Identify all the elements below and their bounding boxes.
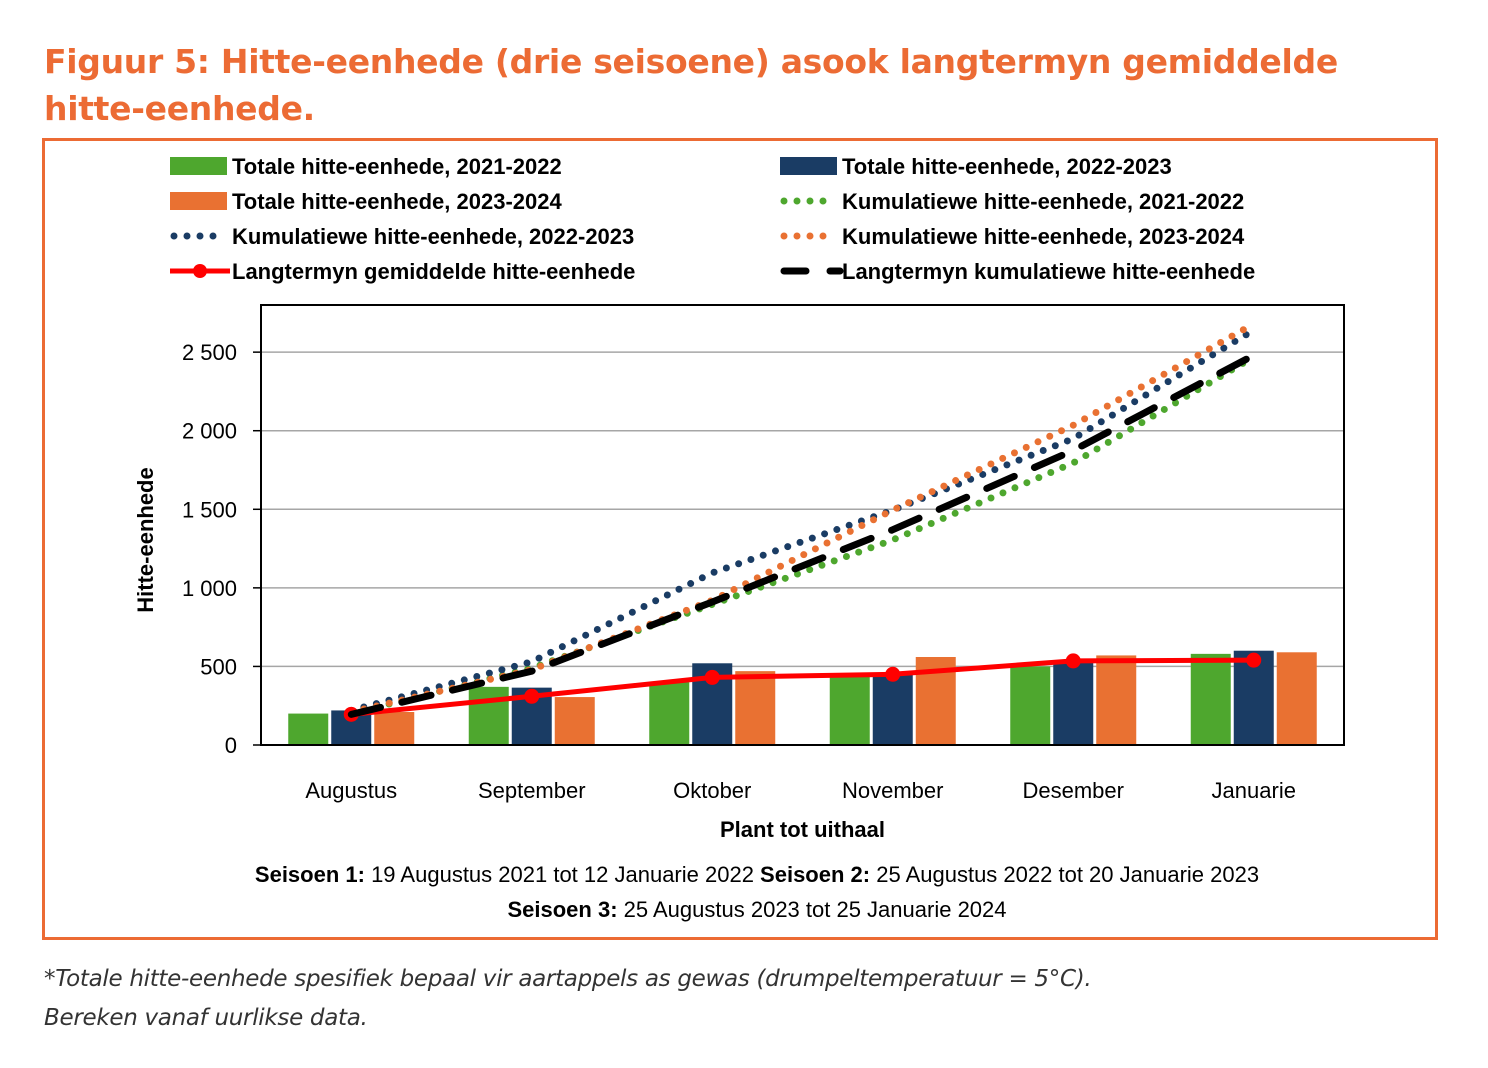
legend-label: Totale hitte-eenhede, 2021-2022 <box>232 154 562 179</box>
season-dates: 25 Augustus 2022 tot 20 Januarie 2023 <box>870 862 1259 887</box>
series-line <box>347 351 1258 718</box>
series-marker <box>885 666 901 682</box>
y-tick-label: 1 000 <box>182 576 237 601</box>
series-marker <box>1065 653 1081 669</box>
season-notes: Seisoen 1: 19 Augustus 2021 tot 12 Janua… <box>255 862 1259 922</box>
legend-label: Totale hitte-eenhede, 2022-2023 <box>842 154 1172 179</box>
bar <box>872 672 913 745</box>
season-label: Seisoen 2: <box>754 862 870 887</box>
bar <box>1053 660 1094 745</box>
axes <box>253 304 1345 746</box>
legend-item: Langtermyn gemiddelde hitte-eenhede <box>170 259 635 284</box>
legend-marker <box>193 264 207 278</box>
caption-line-1: *Totale hitte-eenhede spesifiek bepaal v… <box>44 966 1092 992</box>
x-tick-label: November <box>842 778 943 803</box>
legend-label: Kumulatiewe hitte-eenhede, 2022-2023 <box>232 224 634 249</box>
caption-line-2: Bereken vanaf uurlikse data. <box>44 1005 368 1031</box>
y-tick-label: 0 <box>225 733 237 758</box>
legend-label: Langtermyn gemiddelde hitte-eenhede <box>232 259 635 284</box>
bar <box>649 682 690 745</box>
season-label: Seisoen 1: <box>255 862 365 887</box>
legend-swatch <box>780 157 837 175</box>
season-label: Seisoen 3: <box>507 897 617 922</box>
legend-swatch <box>170 192 227 210</box>
series-line <box>347 326 1258 714</box>
figure-title: Figuur 5: Hitte-eenhede (drie seisoene) … <box>44 42 1338 128</box>
bars <box>288 650 1317 745</box>
legend: Totale hitte-eenhede, 2021-2022 Totale hi… <box>170 154 1255 284</box>
x-tick-label: Januarie <box>1212 778 1296 803</box>
figure-frame <box>42 138 1438 940</box>
bar <box>554 697 595 745</box>
bar <box>468 686 509 745</box>
season-note-line: Seisoen 1: 19 Augustus 2021 tot 12 Janua… <box>255 862 1259 887</box>
y-tick-label: 500 <box>200 654 237 679</box>
x-tick-label: September <box>478 778 586 803</box>
y-tick-label: 2 500 <box>182 340 237 365</box>
lines <box>343 320 1262 722</box>
bar <box>1190 653 1231 745</box>
bar <box>1096 655 1137 745</box>
series-line <box>351 657 1254 717</box>
legend-label: Kumulatiewe hitte-eenhede, 2021-2022 <box>842 189 1244 214</box>
series-marker <box>524 688 540 704</box>
legend-label: Totale hitte-eenhede, 2023-2024 <box>232 189 562 214</box>
gridlines <box>261 351 1344 668</box>
bar <box>735 671 776 745</box>
season-dates: 25 Augustus 2023 tot 25 Januarie 2024 <box>618 897 1007 922</box>
axis-labels: 0 500 1 000 1 500 2 000 2 500 Augustus Septembe… <box>133 340 1296 842</box>
season-dates: 19 Augustus 2021 tot 12 Januarie 2022 <box>365 862 754 887</box>
x-tick-label: Augustus <box>305 778 397 803</box>
series-marker <box>704 669 720 685</box>
legend-label: Kumulatiewe hitte-eenhede, 2023-2024 <box>842 224 1245 249</box>
legend-item: Kumulatiewe hitte-eenhede, 2022-2023 <box>170 224 634 249</box>
legend-item: Kumulatiewe hitte-eenhede, 2021-2022 <box>780 189 1244 214</box>
legend-item: Kumulatiewe hitte-eenhede, 2023-2024 <box>780 224 1245 249</box>
x-tick-label: Oktober <box>673 778 751 803</box>
legend-label: Langtermyn kumulatiewe hitte-eenhede <box>842 259 1255 284</box>
bar <box>374 712 415 745</box>
x-axis-title: Plant tot uithaal <box>720 817 885 842</box>
legend-item: Totale hitte-eenhede, 2022-2023 <box>780 154 1172 179</box>
legend-swatch <box>170 157 227 175</box>
plot-border <box>260 304 1345 746</box>
legend-item: Totale hitte-eenhede, 2021-2022 <box>170 154 562 179</box>
legend-item: Totale hitte-eenhede, 2023-2024 <box>170 189 562 214</box>
legend-item: Langtermyn kumulatiewe hitte-eenhede <box>780 259 1255 284</box>
figure-caption: *Totale hitte-eenhede spesifiek bepaal v… <box>44 960 1464 1038</box>
bar <box>1010 666 1051 745</box>
series-line <box>347 320 1258 716</box>
bar <box>1276 652 1317 745</box>
series-marker <box>1246 652 1262 668</box>
season-note-line: Seisoen 3: 25 Augustus 2023 tot 25 Janua… <box>507 897 1006 922</box>
y-tick-label: 2 000 <box>182 419 237 444</box>
y-axis-title: Hitte-eenhede <box>133 467 158 612</box>
bar <box>288 713 329 745</box>
bar <box>829 676 870 745</box>
y-tick-label: 1 500 <box>182 497 237 522</box>
x-tick-label: Desember <box>1023 778 1124 803</box>
